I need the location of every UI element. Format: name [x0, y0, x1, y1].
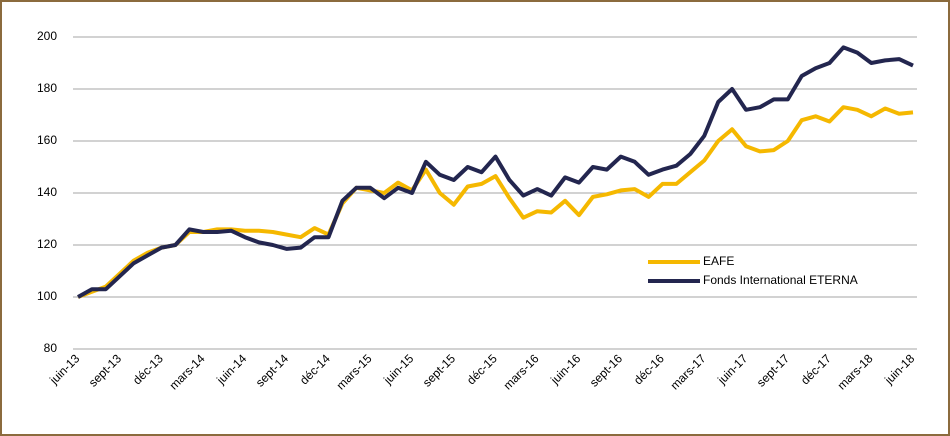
legend-label: Fonds International ETERNA [703, 273, 858, 287]
y-tick-label: 120 [37, 237, 57, 251]
series-line [77, 105, 914, 299]
legend-label: EAFE [703, 254, 734, 268]
y-tick-label: 100 [37, 289, 57, 303]
y-tick-label: 80 [44, 341, 58, 355]
series-line [77, 45, 914, 299]
y-tick-label: 140 [37, 185, 57, 199]
y-tick-label: 160 [37, 133, 57, 147]
y-tick-label: 200 [37, 29, 57, 43]
y-tick-label: 180 [37, 81, 57, 95]
